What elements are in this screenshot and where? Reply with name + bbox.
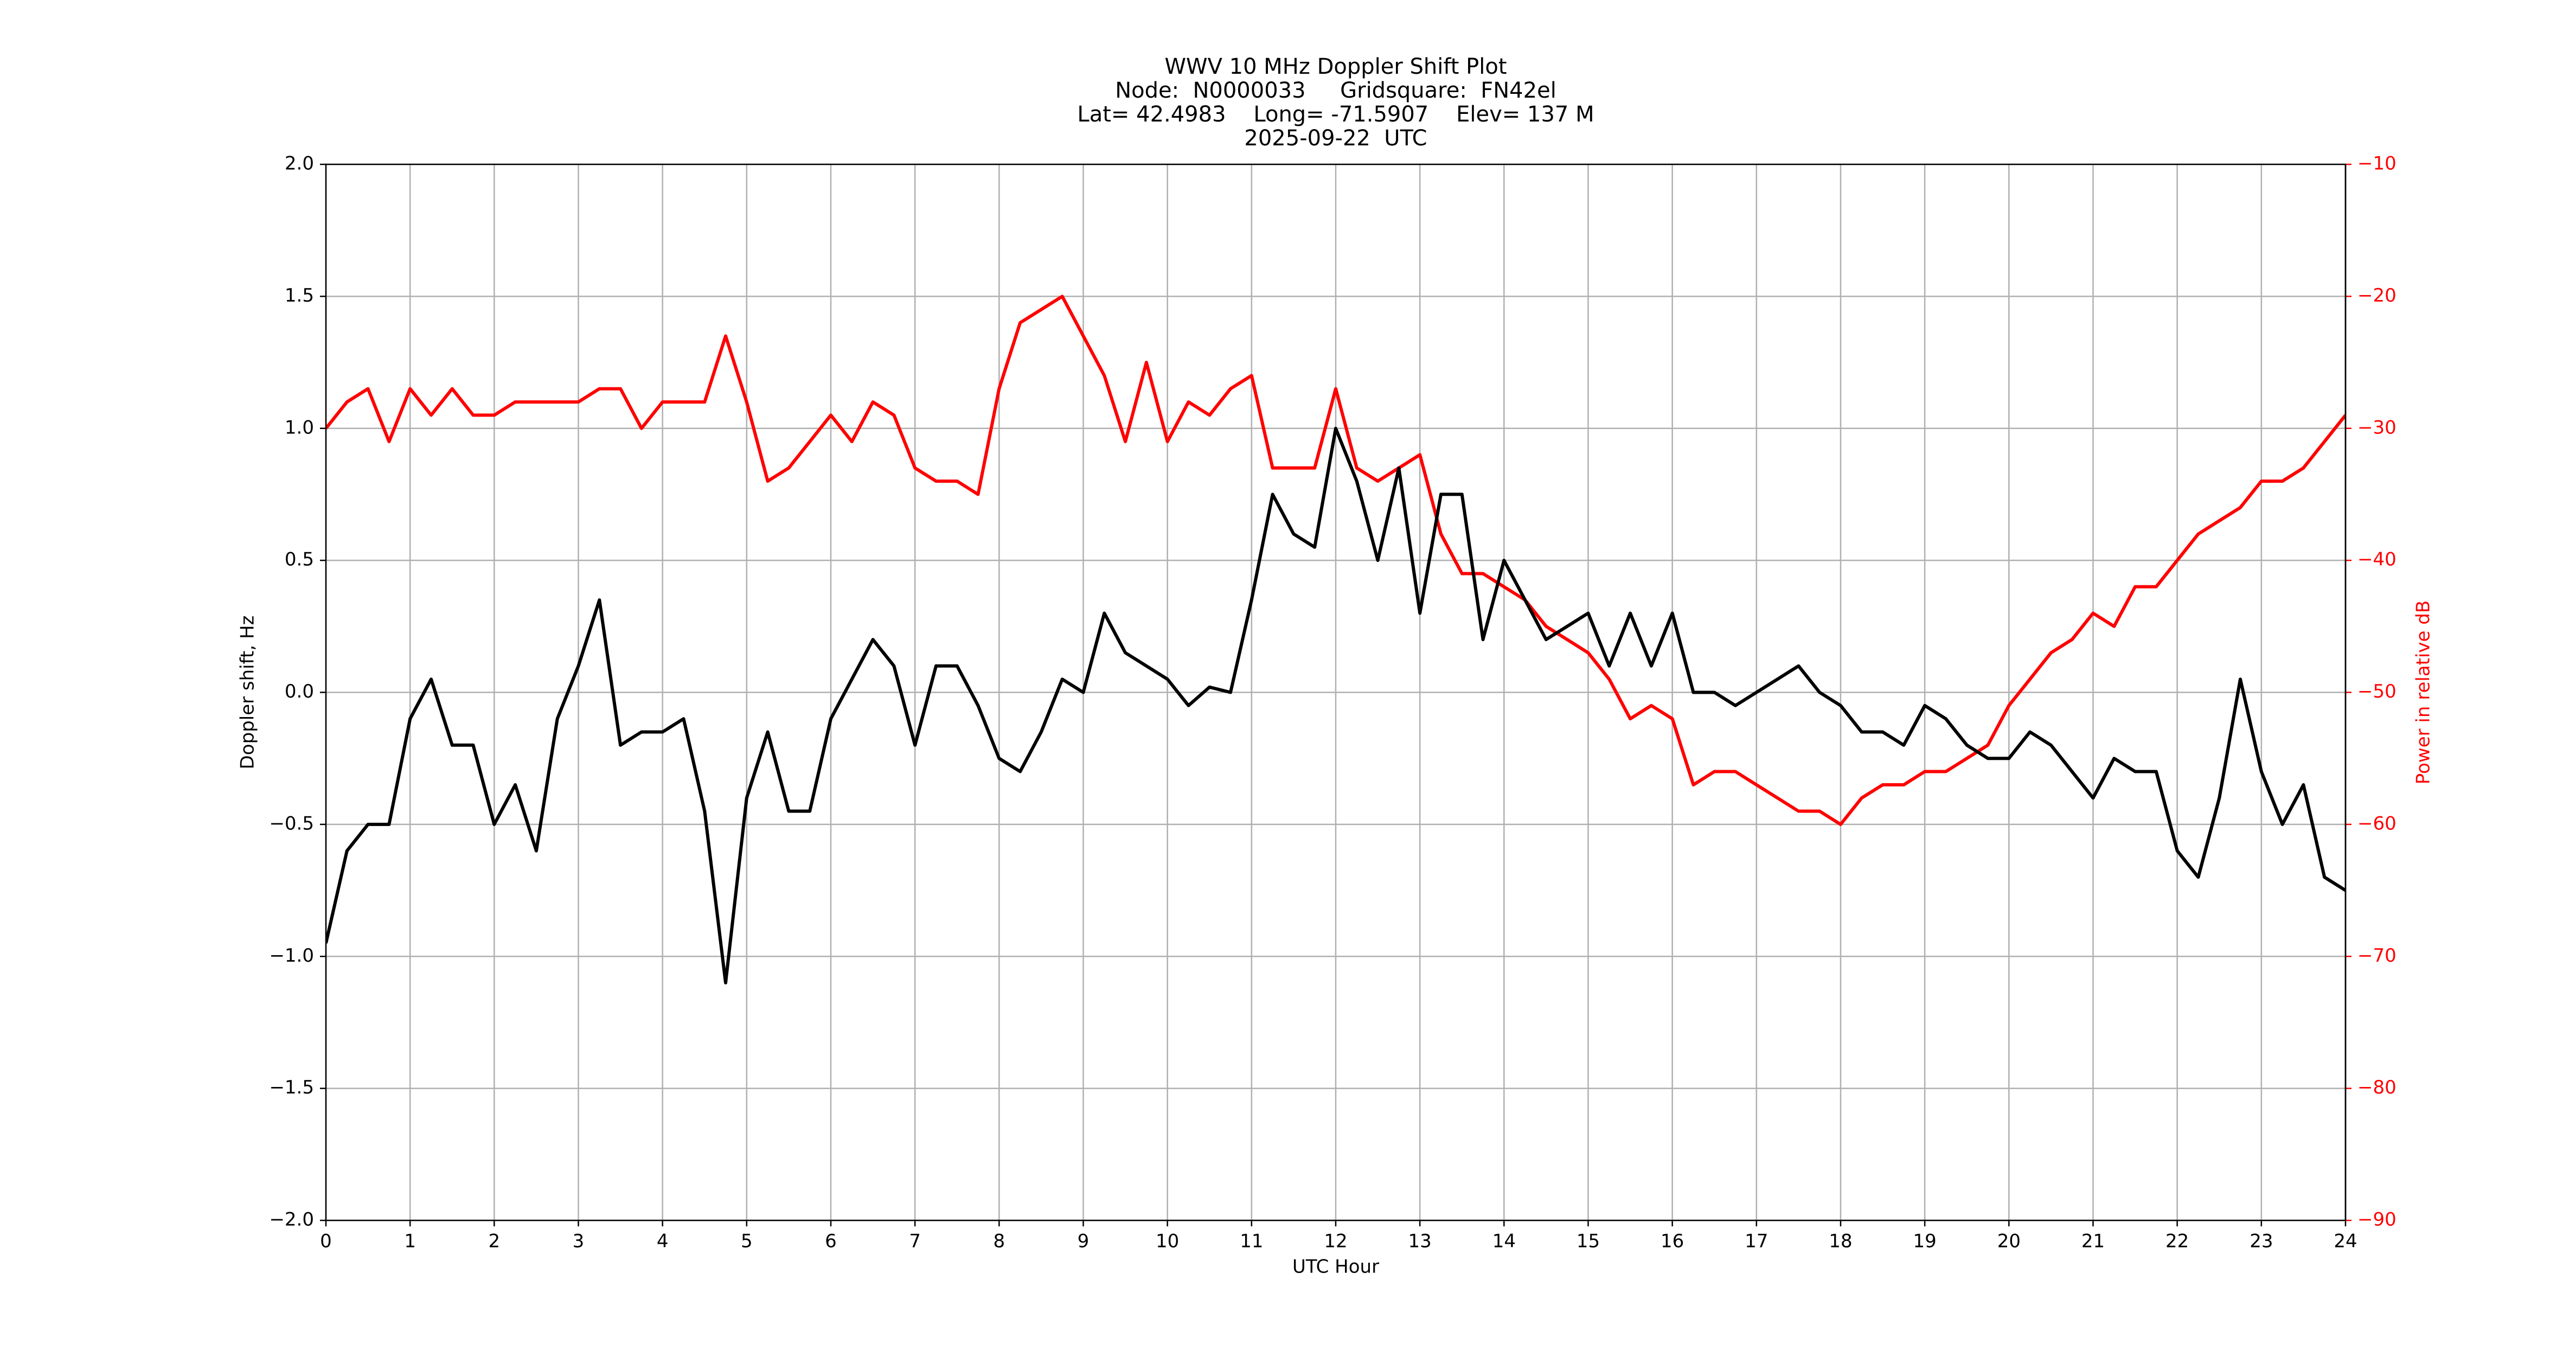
y-tick-label: −2.0 — [269, 1209, 314, 1231]
data-line — [326, 426, 2346, 984]
y-tick-label: 1.5 — [285, 285, 314, 306]
y2-tick-label: −90 — [2357, 1209, 2396, 1231]
x-tick-label: 4 — [657, 1231, 669, 1252]
x-tick-label: 5 — [741, 1231, 753, 1252]
y2-tick-label: −40 — [2357, 549, 2396, 571]
x-tick-label: 21 — [2081, 1231, 2105, 1252]
x-tick-label: 1 — [404, 1231, 416, 1252]
y2-tick-label: −70 — [2357, 945, 2396, 967]
chart-title: 2025-09-22 UTC — [1244, 126, 1427, 151]
x-tick-label: 9 — [1078, 1231, 1090, 1252]
y-tick-label: 2.0 — [285, 153, 314, 175]
y-axis-label: Doppler shift, Hz — [237, 616, 259, 770]
x-tick-label: 12 — [1324, 1231, 1347, 1252]
y-tick-label: −1.0 — [269, 945, 314, 967]
x-tick-label: 16 — [1661, 1231, 1684, 1252]
x-tick-label: 10 — [1156, 1231, 1179, 1252]
y-tick-label: −1.5 — [269, 1077, 314, 1098]
x-tick-label: 20 — [1997, 1231, 2021, 1252]
y2-tick-label: −30 — [2357, 417, 2396, 438]
y2-tick-label: −10 — [2357, 153, 2396, 175]
y2-tick-label: −80 — [2357, 1077, 2396, 1098]
x-tick-label: 15 — [1577, 1231, 1600, 1252]
x-tick-label: 23 — [2250, 1231, 2273, 1252]
x-tick-label: 18 — [1829, 1231, 1852, 1252]
x-tick-label: 24 — [2334, 1231, 2357, 1252]
x-tick-label: 2 — [489, 1231, 501, 1252]
chart-title: Node: N0000033 Gridsquare: FN42el — [1115, 78, 1556, 103]
data-line — [326, 295, 2346, 826]
x-tick-label: 0 — [320, 1231, 332, 1252]
y2-tick-label: −60 — [2357, 813, 2396, 834]
y-tick-label: −0.5 — [269, 813, 314, 834]
x-tick-label: 7 — [909, 1231, 921, 1252]
x-tick-label: 17 — [1745, 1231, 1768, 1252]
x-tick-label: 19 — [1913, 1231, 1937, 1252]
x-tick-label: 13 — [1408, 1231, 1432, 1252]
y2-tick-label: −50 — [2357, 681, 2396, 702]
y-tick-label: 0.0 — [285, 681, 314, 702]
y2-tick-label: −20 — [2357, 285, 2396, 306]
chart-title: Lat= 42.4983 Long= -71.5907 Elev= 137 M — [1077, 102, 1594, 127]
y-tick-label: 1.0 — [285, 417, 314, 438]
x-tick-label: 11 — [1240, 1231, 1263, 1252]
x-tick-label: 14 — [1492, 1231, 1516, 1252]
y-tick-label: 0.5 — [285, 549, 314, 571]
x-tick-label: 3 — [573, 1231, 585, 1252]
x-tick-label: 6 — [825, 1231, 837, 1252]
chart-title: WWV 10 MHz Doppler Shift Plot — [1164, 54, 1507, 79]
x-axis-label: UTC Hour — [1292, 1256, 1379, 1278]
y2-axis-label: Power in relative dB — [2413, 600, 2434, 784]
x-tick-label: 8 — [994, 1231, 1005, 1252]
x-tick-label: 22 — [2165, 1231, 2189, 1252]
